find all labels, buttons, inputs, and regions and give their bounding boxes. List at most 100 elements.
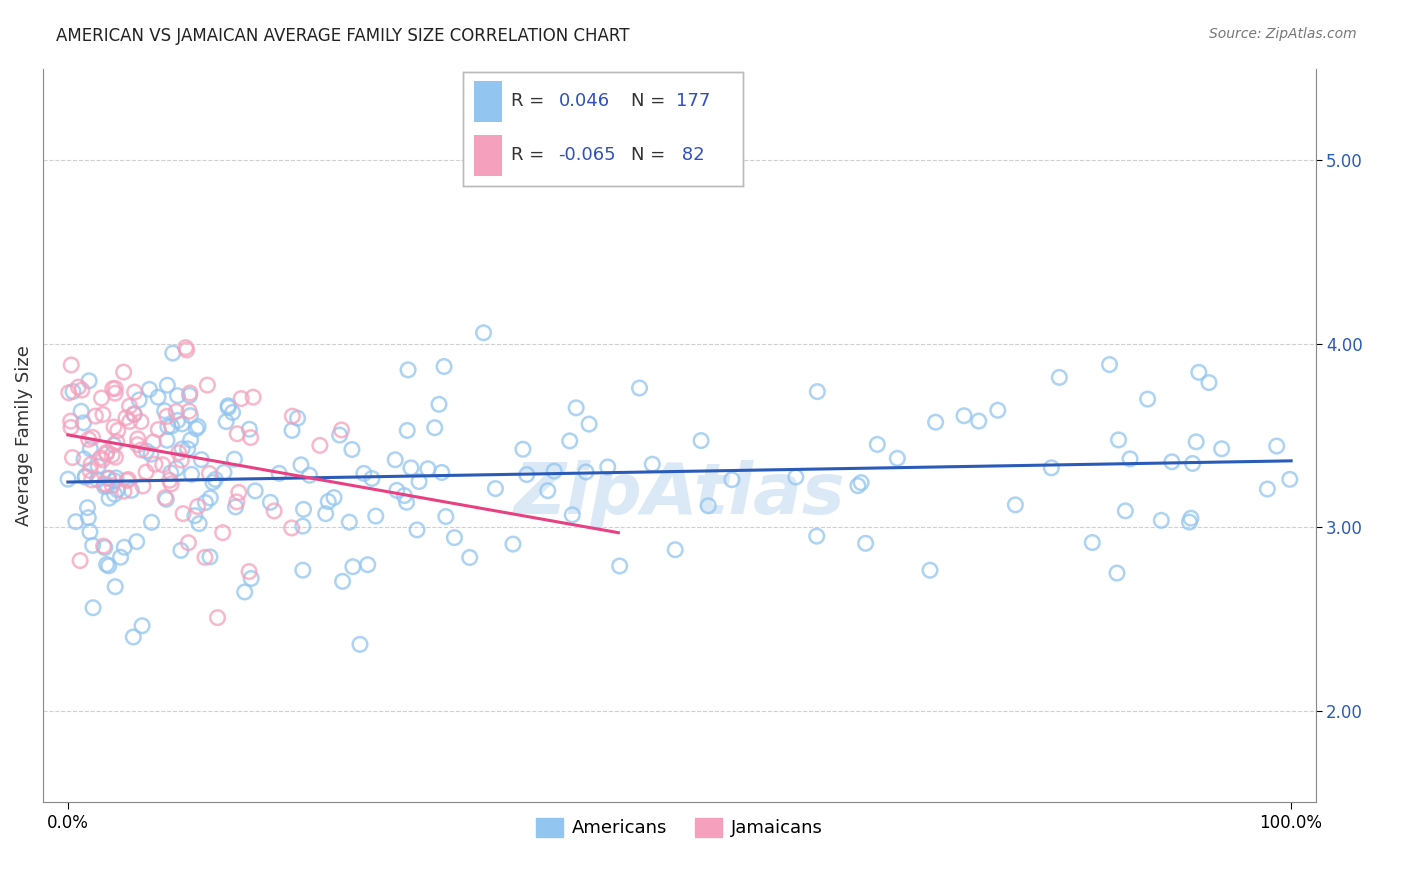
Point (918, 563, 941, 577)
Point (298, 468, 321, 483)
Point (697, 499, 720, 513)
Point (115, 410, 138, 425)
Point (198, 467, 221, 481)
Point (160, 476, 183, 491)
Point (806, 384, 828, 399)
Point (82, 538, 104, 552)
Point (96, 558, 118, 572)
Point (75, 469, 97, 483)
Point (259, 495, 281, 509)
Point (280, 521, 302, 535)
Point (110, 550, 132, 565)
Point (67, 380, 90, 394)
Point (281, 423, 304, 437)
Point (118, 399, 141, 413)
Point (135, 465, 157, 479)
Point (155, 492, 177, 507)
Point (292, 502, 315, 516)
Point (138, 382, 160, 396)
Point (80, 473, 103, 487)
Point (245, 483, 267, 498)
Point (578, 417, 600, 431)
Point (77, 433, 100, 447)
Point (290, 458, 312, 472)
Point (127, 432, 149, 446)
Point (90, 450, 112, 465)
Point (1198, 376, 1220, 390)
Text: ZipAtlas: ZipAtlas (513, 459, 845, 529)
Point (1119, 451, 1142, 466)
Point (217, 399, 239, 413)
Point (987, 403, 1010, 417)
Point (238, 422, 260, 436)
Point (120, 483, 142, 498)
Point (184, 508, 207, 523)
Point (1150, 513, 1173, 527)
Point (1256, 482, 1278, 496)
Point (1004, 498, 1026, 512)
Point (353, 467, 375, 481)
Point (190, 452, 212, 467)
Point (79, 442, 101, 456)
Point (60, 358, 83, 372)
Point (58, 385, 80, 400)
Point (1211, 442, 1233, 456)
Point (1278, 472, 1301, 486)
Point (399, 460, 422, 475)
Point (160, 419, 183, 434)
Point (177, 535, 200, 549)
Point (364, 509, 387, 524)
Point (543, 464, 565, 478)
Point (180, 467, 202, 482)
Point (217, 401, 239, 415)
Point (124, 408, 146, 422)
Point (385, 483, 408, 498)
Point (224, 452, 246, 467)
Point (1185, 434, 1208, 449)
Point (866, 437, 889, 451)
Point (406, 523, 429, 537)
Point (167, 446, 190, 460)
Point (188, 516, 211, 531)
Point (1178, 515, 1201, 529)
Point (72, 416, 94, 430)
Point (316, 494, 339, 508)
Point (396, 424, 419, 438)
Point (201, 475, 224, 490)
Point (434, 509, 457, 524)
Point (176, 343, 198, 357)
Point (162, 346, 184, 360)
Point (204, 473, 226, 487)
Point (558, 434, 581, 448)
Point (103, 420, 125, 434)
Point (315, 507, 337, 521)
Point (127, 438, 149, 452)
Point (641, 457, 664, 471)
Point (69, 553, 91, 567)
Point (118, 414, 141, 428)
Point (156, 419, 179, 434)
Point (80, 457, 103, 471)
Point (233, 585, 256, 599)
Point (62, 384, 84, 399)
Point (427, 397, 450, 411)
Point (59, 414, 82, 428)
Point (395, 495, 418, 509)
Point (357, 558, 380, 572)
Point (153, 491, 176, 505)
Point (287, 411, 309, 425)
Point (340, 442, 363, 457)
Point (166, 413, 188, 427)
Point (143, 457, 166, 471)
Point (396, 363, 419, 377)
Point (90, 391, 112, 405)
Point (125, 534, 148, 549)
Point (103, 487, 125, 501)
Point (225, 495, 247, 509)
Point (308, 438, 330, 452)
Point (104, 386, 127, 401)
Point (174, 341, 197, 355)
Point (785, 470, 807, 484)
Point (1136, 392, 1159, 406)
Point (122, 407, 145, 421)
